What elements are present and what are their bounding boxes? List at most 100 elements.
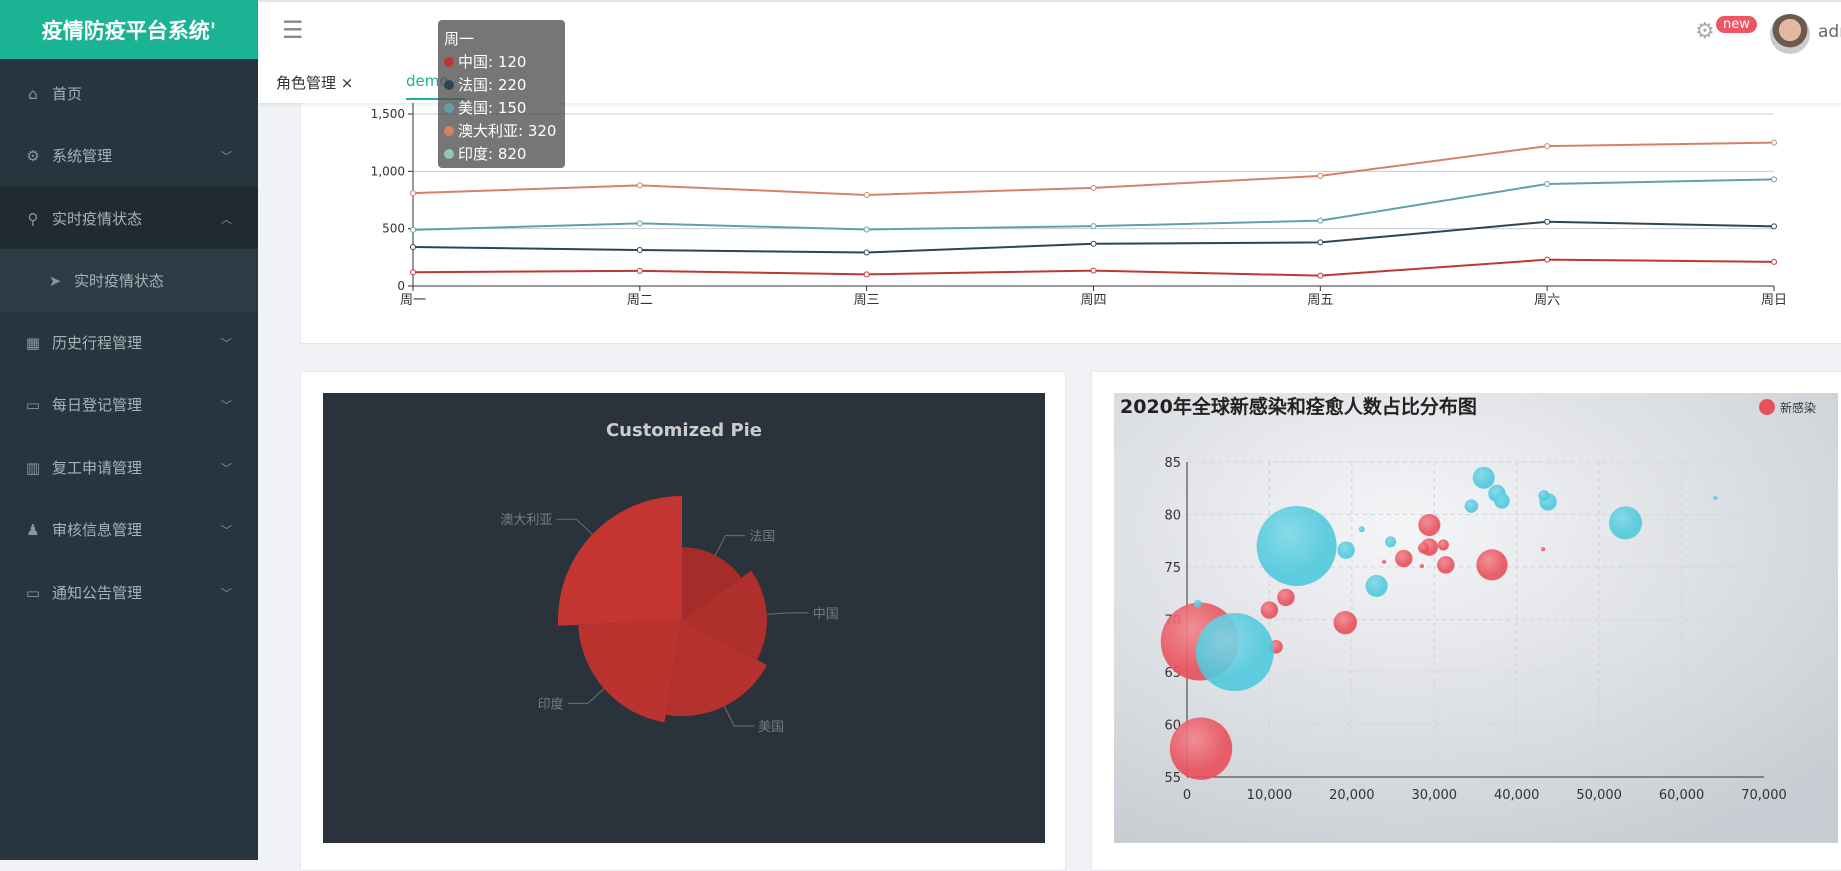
sidebar-item[interactable]: ▥ 复工申请管理 ﹀ (0, 436, 258, 499)
app-logo-title: 疫情防疫平台系统' (0, 0, 258, 59)
data-point (636, 246, 643, 253)
data-point (636, 182, 643, 189)
pie-slice (578, 620, 682, 723)
sidebar-item-label: 复工申请管理 (52, 459, 143, 477)
x-tick-label: 40,000 (1494, 788, 1540, 803)
sidebar-item[interactable]: ▦ 历史行程管理 ﹀ (0, 311, 258, 374)
pie-slice (665, 620, 767, 717)
data-point (410, 190, 416, 197)
sidebar-item-label: 每日登记管理 (52, 396, 143, 414)
bubble-infected (1277, 588, 1295, 607)
sidebar: 疫情防疫平台系统' ⌂ 首页 ⚙ 系统管理 ﹀ ⚲ 实时疫情状态 ︿ ➤ 实时疫情状态 ▦ 历史行程管… (0, 0, 258, 860)
sidebar-item[interactable]: ⚙ 系统管理 ﹀ (0, 124, 258, 187)
gear-icon: ⚙ (26, 146, 40, 165)
x-tick-label: 50,000 (1576, 788, 1622, 803)
tab-label: demo (406, 72, 449, 90)
bubble-infected (1418, 513, 1441, 537)
x-tick-label: 0 (1183, 788, 1191, 803)
settings-gear-icon[interactable]: ⚙ (1695, 19, 1715, 44)
tooltip-row: 中国: 120 (444, 51, 559, 74)
chart-tooltip: 周一 中国: 120 法国: 220 美国: 150 澳大利亚: 320 印度: 820 (438, 20, 565, 168)
x-tick-label: 周二 (627, 293, 653, 308)
data-point (1090, 223, 1097, 230)
data-point (1317, 272, 1324, 279)
chevron-down-icon: ﹀ (221, 398, 232, 412)
bubble-chart-card: 2020年全球新感染和痊愈人数占比分布图新感染55606570758085010… (1091, 371, 1841, 871)
navigation-icon: ➤ (48, 271, 62, 290)
tooltip-value: 印度: 820 (458, 145, 527, 163)
label-leader-line (766, 612, 809, 615)
bubble-healed (1608, 506, 1643, 540)
series-dot (444, 103, 454, 113)
series-dot (444, 126, 454, 136)
y-tick-label: 85 (1164, 456, 1181, 471)
bubble-infected (1476, 549, 1508, 581)
pie-slice (682, 570, 767, 660)
stacked-line-chart: 0 500 1,000 1,500 周一 周二 周三 周四 周五 周六 周日 (371, 84, 1787, 308)
legend-marker (1759, 399, 1775, 415)
sidebar-item[interactable]: ⌂ 首页 (0, 62, 258, 125)
bubble-infected (1395, 549, 1413, 568)
bubble-infected (1381, 559, 1387, 564)
series-dot (444, 57, 454, 67)
series-dot (444, 80, 454, 90)
sidebar-item[interactable]: ▭ 通知公告管理 ﹀ (0, 561, 258, 624)
hamburger-menu-icon[interactable]: ☰ (282, 16, 304, 44)
sidebar-item[interactable]: ▭ 每日登记管理 ﹀ (0, 373, 258, 436)
home-icon: ⌂ (28, 84, 38, 103)
x-tick-label: 周日 (1761, 293, 1787, 308)
username[interactable]: adm (1818, 22, 1841, 42)
data-point (1317, 217, 1324, 224)
sidebar-item[interactable]: ♟ 审核信息管理 ﹀ (0, 498, 258, 561)
sidebar-item-label: 系统管理 (52, 147, 113, 165)
tooltip-title: 周一 (444, 30, 475, 48)
tab-demo[interactable]: demo (406, 72, 466, 100)
bubble-healed (1494, 493, 1510, 509)
bubble-infected (1540, 547, 1546, 552)
bubble-infected (1260, 601, 1279, 619)
bubble-healed (1464, 499, 1479, 513)
y-tick-label: 55 (1164, 771, 1181, 786)
bubble-infected (1418, 542, 1430, 554)
data-point (410, 226, 416, 233)
user-secret-icon: ♟ (26, 520, 40, 539)
data-point (1544, 180, 1551, 187)
chevron-down-icon: ﹀ (221, 336, 232, 350)
data-point (1544, 218, 1551, 225)
data-point (636, 267, 643, 274)
slice-label: 法国 (749, 530, 775, 545)
tooltip-value: 澳大利亚: 320 (458, 122, 557, 140)
location-icon: ⚲ (27, 209, 39, 228)
bubble-healed (1472, 466, 1495, 489)
data-point (1090, 240, 1097, 247)
data-point (1771, 258, 1777, 265)
data-point (1544, 256, 1551, 263)
sidebar-item-label: 首页 (52, 85, 83, 103)
data-point (1771, 223, 1777, 230)
bubble-infected (1437, 556, 1455, 574)
x-tick-label: 周一 (400, 293, 426, 308)
label-leader-line (714, 535, 746, 556)
bubble-infected (1437, 539, 1449, 551)
data-point (863, 226, 870, 233)
sidebar-item[interactable]: ➤ 实时疫情状态 (0, 249, 258, 312)
x-tick-label: 周三 (854, 293, 880, 308)
bubble-infected (1419, 563, 1425, 569)
data-point (410, 269, 416, 276)
data-point (1771, 176, 1777, 183)
bubble-healed (1337, 541, 1355, 559)
sidebar-item[interactable]: ⚲ 实时疫情状态 ︿ (0, 187, 258, 250)
tooltip-row: 美国: 150 (444, 97, 559, 120)
tab-close-icon[interactable]: × (340, 74, 354, 92)
pie-slice (558, 496, 682, 626)
bubble-healed (1358, 526, 1365, 533)
data-point (1544, 143, 1551, 150)
slice-label: 中国 (813, 607, 839, 622)
data-point (863, 249, 870, 256)
tab-role-management[interactable]: 角色管理 × (276, 72, 353, 93)
data-point (1317, 172, 1324, 179)
message-icon: ▭ (25, 395, 41, 414)
legend-label: 新感染 (1780, 400, 1816, 415)
user-avatar[interactable] (1770, 14, 1810, 54)
data-point (863, 271, 870, 278)
